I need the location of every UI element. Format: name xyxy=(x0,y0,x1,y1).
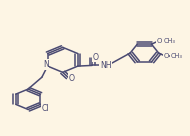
Text: Cl: Cl xyxy=(42,104,49,113)
Text: CH₃: CH₃ xyxy=(163,38,175,44)
Text: O: O xyxy=(93,53,99,62)
Text: N: N xyxy=(43,60,48,69)
Text: O: O xyxy=(157,38,162,44)
Text: O: O xyxy=(164,53,169,59)
Text: O: O xyxy=(69,74,75,83)
Text: NH: NH xyxy=(100,61,112,70)
Text: CH₃: CH₃ xyxy=(170,53,182,59)
